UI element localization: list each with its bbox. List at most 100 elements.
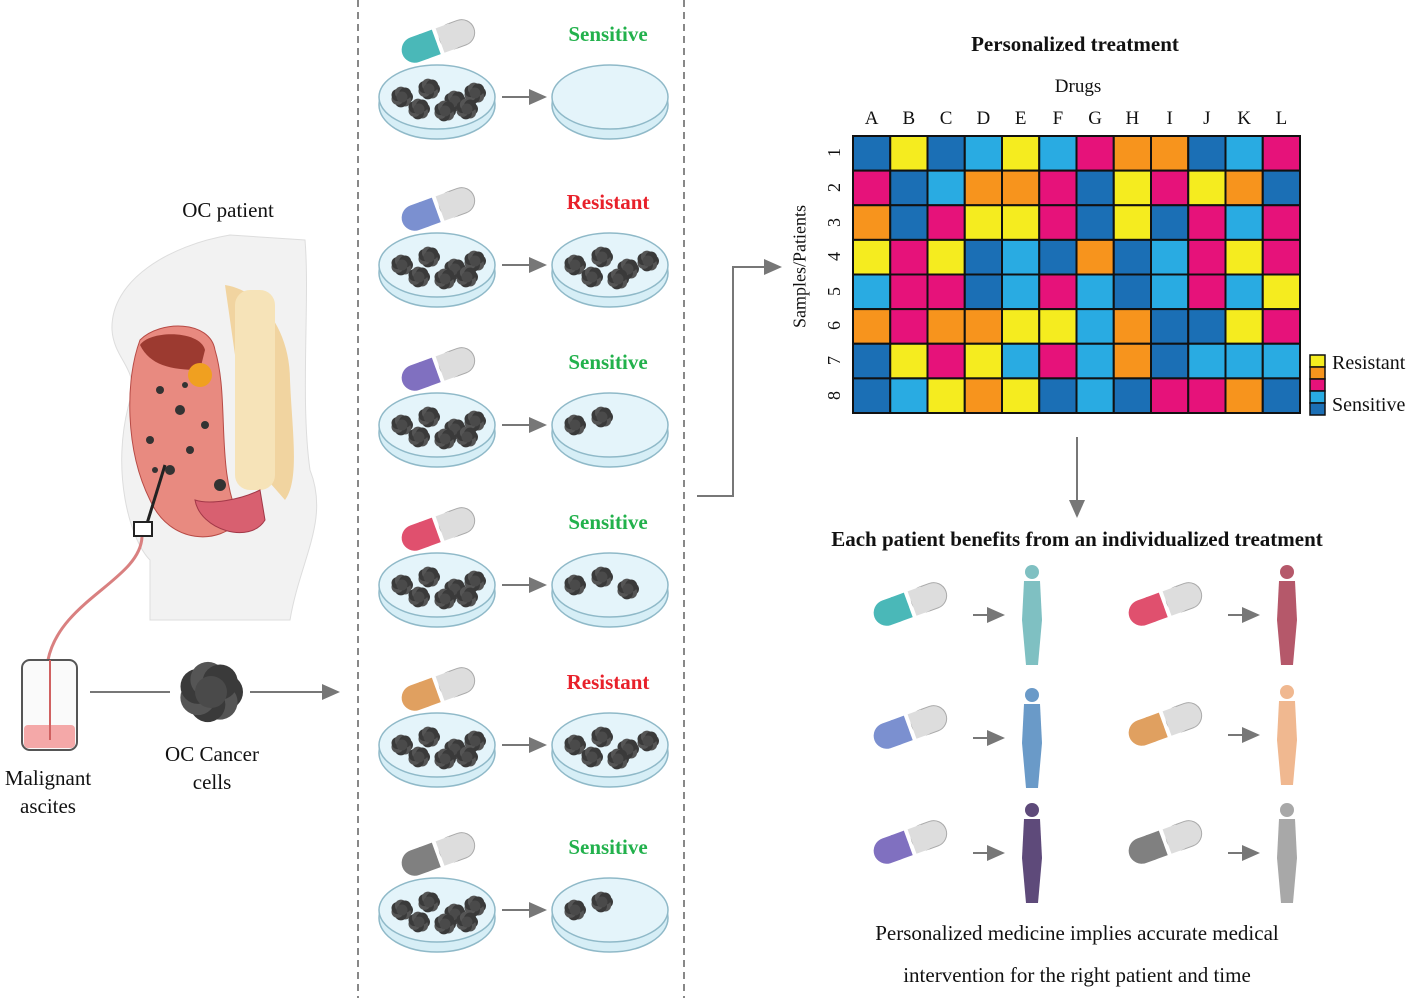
drug-pill-icon — [1128, 702, 1203, 746]
heatmap-cell-8H — [1112, 377, 1152, 414]
heatmap-cell-1H — [1112, 135, 1152, 172]
heatmap-cell-3E — [1001, 204, 1041, 241]
heatmap-cell-5D — [963, 273, 1003, 311]
heatmap-cell-5G — [1075, 273, 1115, 311]
ascites-bag — [21, 659, 78, 751]
heatmap-cell-6C — [926, 308, 966, 345]
heatmap-cell-1I — [1150, 135, 1190, 172]
heatmap-cell-1K — [1224, 135, 1264, 172]
column-label: I — [1166, 108, 1173, 129]
heatmap-cell-3D — [963, 204, 1003, 241]
legend-swatch — [1309, 354, 1326, 368]
column-label: H — [1125, 108, 1140, 129]
heatmap-cell-3B — [889, 204, 929, 241]
heatmap-cell-2C — [926, 169, 966, 207]
heatmap-cell-8E — [1001, 377, 1041, 414]
result-sensitive: Sensitive — [568, 835, 648, 859]
heatmap-cell-4L — [1261, 238, 1301, 276]
heatmap-cell-5K — [1224, 273, 1264, 311]
result-dish — [551, 64, 669, 140]
patient-silhouette — [1022, 803, 1042, 903]
drug-pill-icon — [1128, 582, 1203, 626]
column-label: D — [976, 108, 991, 129]
caption-line-1: Personalized medicine implies accurate m… — [875, 921, 1279, 945]
drug-pill-icon — [401, 832, 476, 876]
result-resistant: Resistant — [566, 190, 650, 214]
treated-dish — [378, 552, 496, 628]
result-dish — [551, 552, 669, 628]
heatmap-cell-5A — [852, 273, 892, 311]
heatmap-cell-4K — [1224, 238, 1264, 276]
treated-dish — [378, 64, 496, 140]
heatmap-cell-2G — [1075, 169, 1115, 207]
column-label: B — [902, 108, 916, 129]
heatmap-cell-8L — [1261, 377, 1301, 414]
heatmap-cell-7F — [1038, 342, 1078, 380]
drug-pill-icon — [401, 507, 476, 551]
heatmap-cell-3F — [1038, 204, 1078, 241]
heatmap-cell-4H — [1112, 238, 1152, 276]
heatmap-cell-3J — [1187, 204, 1227, 241]
patient-label: OC patient — [182, 198, 274, 222]
cells-label-1: OC Cancer — [165, 742, 259, 766]
heatmap-cell-3G — [1075, 204, 1115, 241]
heatmap-cell-3A — [852, 204, 892, 241]
drug-pill-icon — [873, 582, 948, 626]
heatmap-cell-4G — [1075, 238, 1115, 276]
heatmap-cell-5H — [1112, 273, 1152, 311]
heatmap-cell-8K — [1224, 377, 1264, 414]
result-sensitive: Sensitive — [568, 510, 648, 534]
heatmap-cell-2K — [1224, 169, 1264, 207]
heatmap-cell-1G — [1075, 135, 1115, 172]
column-label: L — [1275, 108, 1288, 129]
heatmap-cell-2D — [963, 169, 1003, 207]
heatmap-cell-7C — [926, 342, 966, 380]
column-label: E — [1014, 108, 1027, 129]
heatmap-cell-5C — [926, 273, 966, 311]
heatmap-cell-2F — [1038, 169, 1078, 207]
heatmap-cell-8I — [1150, 377, 1190, 414]
row-label: 3 — [824, 217, 844, 227]
heatmap-cell-4A — [852, 238, 892, 276]
heatmap-cell-8A — [852, 377, 892, 414]
heatmap-cell-4C — [926, 238, 966, 276]
heatmap-cell-4I — [1150, 238, 1190, 276]
heatmap-cell-7A — [852, 342, 892, 380]
heatmap-cell-1B — [889, 135, 929, 172]
heatmap-title: Personalized treatment — [971, 32, 1179, 56]
heatmap-cell-6B — [889, 308, 929, 345]
heatmap-cell-6H — [1112, 308, 1152, 345]
treated-dish — [378, 712, 496, 788]
heatmap-cell-3K — [1224, 204, 1264, 241]
heatmap-cell-8D — [963, 377, 1003, 414]
heatmap-cell-7B — [889, 342, 929, 380]
heatmap-cell-4F — [1038, 238, 1078, 276]
drug-pill-icon — [1128, 820, 1203, 864]
result-dish — [551, 712, 669, 788]
heatmap-cell-2A — [852, 169, 892, 207]
heatmap-cell-3C — [926, 204, 966, 241]
heatmap-cell-1L — [1261, 135, 1301, 172]
heatmap-cell-6A — [852, 308, 892, 345]
heatmap-cell-1E — [1001, 135, 1041, 172]
row-label: 4 — [824, 252, 844, 262]
drug-pill-icon — [401, 187, 476, 231]
column-label: K — [1237, 108, 1251, 129]
heatmap-cell-5F — [1038, 273, 1078, 311]
heatmap-cell-5E — [1001, 273, 1041, 311]
heatmap-cell-4E — [1001, 238, 1041, 276]
treated-dish — [378, 392, 496, 468]
column-label: A — [864, 108, 879, 129]
legend-swatch — [1309, 378, 1326, 392]
heatmap-cell-5I — [1150, 273, 1190, 311]
legend-swatch — [1309, 402, 1326, 416]
row-label: 1 — [824, 148, 844, 158]
row-label: 7 — [824, 356, 844, 366]
heatmap-cell-5B — [889, 273, 929, 311]
patient-silhouette — [1277, 685, 1297, 785]
cancer-cell-cluster — [180, 661, 243, 723]
heatmap-cell-2H — [1112, 169, 1152, 207]
column-label: F — [1052, 108, 1064, 129]
